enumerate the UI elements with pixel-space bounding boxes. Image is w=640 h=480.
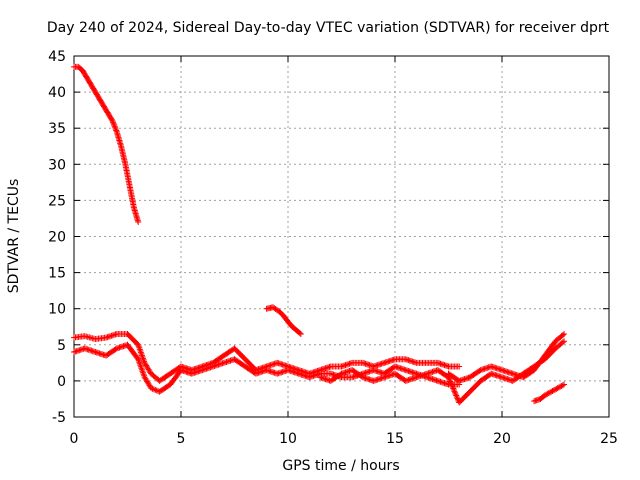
data-point: [451, 388, 458, 395]
data-point: [550, 387, 557, 394]
x-tick-label: 0: [70, 431, 79, 447]
data-point: [558, 382, 565, 389]
data-point: [449, 384, 456, 391]
y-tick-label: 25: [48, 193, 66, 209]
data-point: [297, 330, 304, 337]
data-point: [559, 339, 566, 346]
series-arc-low-c: [317, 338, 568, 406]
series-arc-low-d: [445, 330, 568, 384]
data-point: [549, 388, 556, 395]
data-point: [552, 386, 559, 393]
y-tick-label: 15: [48, 266, 66, 282]
data-point: [446, 377, 453, 384]
data-points: [71, 63, 568, 406]
data-point: [561, 338, 568, 345]
data-point: [450, 385, 457, 392]
data-point: [476, 367, 483, 374]
data-point: [453, 392, 460, 399]
series-arc-high-descending: [71, 63, 142, 226]
data-point: [452, 391, 459, 398]
y-axis: -5 0 5 10 15 20 25 30 35 40 45: [48, 49, 609, 426]
data-point: [554, 385, 561, 392]
data-point: [559, 332, 566, 339]
data-point: [553, 385, 560, 392]
grid: [74, 56, 609, 417]
data-point: [555, 384, 562, 391]
data-point: [544, 390, 551, 397]
y-tick-label: 10: [48, 302, 66, 318]
data-point: [109, 117, 116, 124]
y-tick-label: 30: [48, 157, 66, 173]
y-tick-label: 0: [57, 374, 66, 390]
data-point: [449, 382, 456, 389]
x-tick-label: 20: [493, 431, 511, 447]
data-point: [296, 330, 303, 337]
data-point: [456, 363, 463, 370]
data-point: [561, 330, 568, 337]
data-point: [337, 371, 344, 378]
y-tick-label: 40: [48, 85, 66, 101]
data-point: [111, 123, 118, 130]
data-point: [108, 116, 115, 123]
data-point: [110, 119, 117, 126]
x-axis: 0 5 10 15 20 25: [70, 56, 618, 447]
data-point: [113, 127, 120, 134]
data-point: [453, 393, 460, 400]
data-point: [543, 391, 550, 398]
data-point: [541, 392, 548, 399]
data-point: [111, 122, 118, 129]
x-axis-label: GPS time / hours: [282, 458, 399, 474]
data-point: [447, 378, 454, 385]
data-point: [454, 395, 461, 402]
x-tick-label: 15: [386, 431, 404, 447]
data-point: [546, 389, 553, 396]
data-point: [448, 381, 455, 388]
data-point: [152, 386, 159, 393]
y-axis-label: SDTVAR / TECUs: [6, 179, 22, 294]
data-point: [561, 381, 568, 388]
series-arc-low-e: [531, 381, 568, 405]
data-point: [110, 120, 117, 127]
data-point: [446, 375, 453, 382]
data-point: [112, 346, 119, 353]
data-point: [135, 219, 142, 226]
data-point: [149, 385, 156, 392]
x-tick-label: 25: [600, 431, 618, 447]
chart-title: Day 240 of 2024, Sidereal Day-to-day VTE…: [47, 20, 610, 36]
data-point: [452, 389, 459, 396]
y-tick-label: 45: [48, 49, 66, 65]
data-point: [112, 126, 119, 133]
series-arc-low-b: [71, 341, 463, 395]
x-tick-label: 5: [177, 431, 186, 447]
y-tick-label: 35: [48, 121, 66, 137]
y-tick-label: 5: [57, 338, 66, 354]
y-tick-label: 20: [48, 230, 66, 246]
data-point: [134, 355, 141, 362]
data-point: [545, 390, 552, 397]
data-point: [557, 383, 564, 390]
series-arc-low-a: [71, 330, 463, 384]
data-point: [548, 388, 555, 395]
data-point: [450, 386, 457, 393]
data-point: [112, 124, 119, 131]
data-point: [447, 379, 454, 386]
data-point: [358, 373, 365, 380]
y-tick-label: -5: [52, 410, 66, 426]
series-arc-mid-descending: [263, 304, 304, 337]
data-point: [559, 382, 566, 389]
data-point: [150, 386, 157, 393]
data-point: [148, 385, 155, 392]
x-tick-label: 10: [279, 431, 297, 447]
